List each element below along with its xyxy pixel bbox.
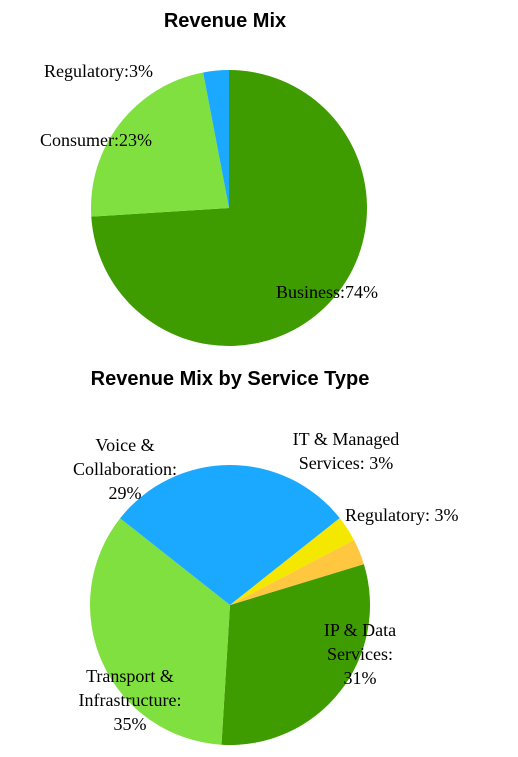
slice-label-line: IT & Managed — [293, 429, 400, 449]
slice-label-business: Business:74% — [276, 282, 378, 302]
pie-slice-business — [91, 70, 367, 346]
chart-title: Revenue Mix — [164, 10, 286, 32]
slice-label-line: Business:74% — [276, 282, 378, 302]
pie-slice-it-and-managed-services — [230, 518, 354, 605]
slice-label-line: Transport & — [86, 666, 174, 686]
pie-slice-regulatory — [230, 539, 364, 605]
slice-label-line: 35% — [114, 714, 147, 734]
pie-slice-transport-and-infrastructure — [89, 518, 230, 745]
pie-slice-voice-and-collaboration — [120, 464, 340, 605]
revenue-mix-by-service-type-chart: Revenue Mix by Service Type IP & Data Ser… — [73, 368, 458, 745]
slice-labels: IP & Data Services: 31% Transport & Infrastr… — [73, 429, 458, 734]
pie-slices — [90, 70, 367, 346]
chart-title: Revenue Mix by Service Type — [91, 368, 370, 390]
slice-label-line: Voice & — [95, 435, 154, 455]
slice-label-line: IP & Data — [324, 620, 396, 640]
pie-slices — [89, 464, 370, 745]
slice-label-transport-and-infrastructure: Transport & Infrastructure: 35% — [79, 666, 182, 734]
slice-label-voice-and-collaboration: Voice & Collaboration: 29% — [73, 435, 177, 503]
revenue-mix-chart: Revenue Mix Business:74% Consumer:23% Regu… — [40, 10, 378, 346]
pie-slice-regulatory — [203, 70, 229, 208]
pie-slice-ip-and-data-services — [221, 564, 370, 745]
slice-label-ip-and-data-services: IP & Data Services: 31% — [324, 620, 396, 688]
slice-label-regulatory: Regulatory:3% — [44, 61, 153, 81]
slice-labels: Business:74% Consumer:23% Regulatory:3% — [40, 61, 378, 302]
slice-label-line: 29% — [109, 483, 142, 503]
slice-label-regulatory: Regulatory: 3% — [345, 505, 458, 525]
slice-label-line: Collaboration: — [73, 459, 177, 479]
slice-label-line: Regulatory:3% — [44, 61, 153, 81]
slice-label-line: Services: 3% — [299, 453, 393, 473]
slice-label-consumer: Consumer:23% — [40, 130, 152, 150]
slice-label-line: Infrastructure: — [79, 690, 182, 710]
slice-label-line: 31% — [344, 668, 377, 688]
slice-label-line: Services: — [327, 644, 393, 664]
slice-label-line: Regulatory: 3% — [345, 505, 458, 525]
slice-label-line: Consumer:23% — [40, 130, 152, 150]
pie-slice-consumer — [90, 72, 229, 217]
slice-label-it-and-managed-services: IT & Managed Services: 3% — [293, 429, 400, 473]
